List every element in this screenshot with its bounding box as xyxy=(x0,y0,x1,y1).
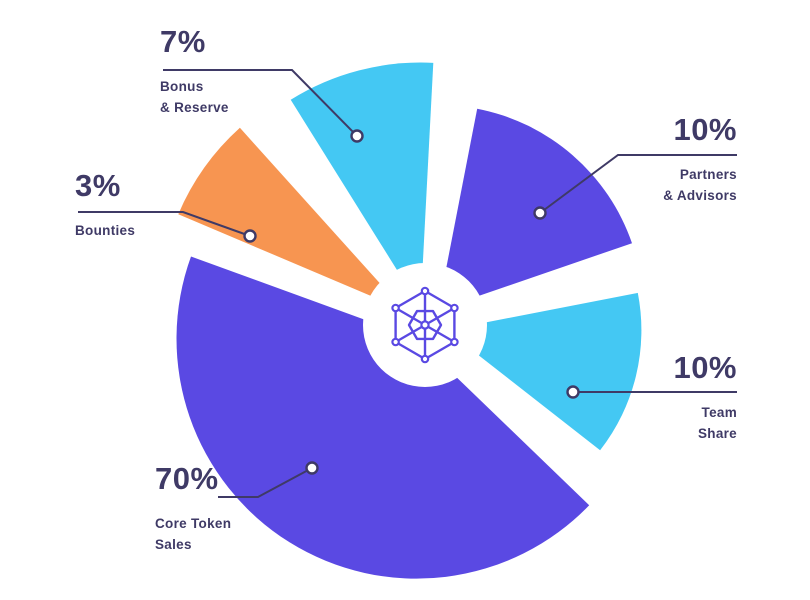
logo-inner-hexagon xyxy=(407,309,443,341)
callout-dot xyxy=(533,206,547,220)
label-team-share: 10% Team Share xyxy=(673,350,737,444)
callout-line xyxy=(218,467,313,498)
logo-node xyxy=(391,337,400,347)
sub-core-token-sales: Core Token Sales xyxy=(155,514,231,556)
slice-team-share xyxy=(446,292,642,451)
label-core-token-sales: 70% Core Token Sales xyxy=(155,461,231,555)
slice-core-token-sales xyxy=(176,256,590,579)
callout-dot xyxy=(243,229,257,243)
label-bounties: 3% Bounties xyxy=(75,168,135,242)
sub-line: & Reserve xyxy=(160,99,229,115)
sub-line: Share xyxy=(697,425,737,441)
logo-node xyxy=(391,303,400,313)
sub-partners-advisors: Partners & Advisors xyxy=(663,165,737,207)
pct-bounties: 3% xyxy=(75,168,121,203)
callout-line xyxy=(78,211,251,237)
callout-dot xyxy=(566,385,580,399)
center-group xyxy=(363,263,487,387)
logo-node xyxy=(420,286,430,296)
callout-dot xyxy=(305,461,319,475)
pct-bonus-reserve: 7% xyxy=(160,24,206,59)
pie-slices xyxy=(176,62,642,579)
slice-bonus-reserve xyxy=(290,62,434,308)
pct-team-share: 10% xyxy=(673,350,737,385)
callout-line xyxy=(163,69,358,137)
slice-bounties xyxy=(178,127,404,310)
sub-team-share: Team Share xyxy=(673,403,737,445)
sub-line: Bounties xyxy=(75,222,136,238)
sub-bonus-reserve: Bonus & Reserve xyxy=(160,77,229,119)
logo-center-node xyxy=(420,320,430,330)
logo-icon xyxy=(391,286,459,364)
callout-lines xyxy=(78,69,737,498)
callout-line xyxy=(539,154,737,214)
callout-dot xyxy=(350,129,364,143)
sub-line: Bonus xyxy=(160,78,204,94)
sub-line: Partners xyxy=(679,166,737,182)
sub-line: Core Token xyxy=(155,515,232,531)
label-bonus-reserve: 7% Bonus & Reserve xyxy=(160,24,229,118)
pct-core-token-sales: 70% xyxy=(155,461,219,496)
sub-line: Team xyxy=(701,404,737,420)
sub-line: Sales xyxy=(155,536,192,552)
logo-node xyxy=(450,337,459,347)
pct-partners-advisors: 10% xyxy=(673,112,737,147)
logo-node xyxy=(420,354,430,364)
sub-line: & Advisors xyxy=(663,187,737,203)
logo-node xyxy=(450,303,459,313)
label-partners-advisors: 10% Partners & Advisors xyxy=(663,112,737,206)
sub-bounties: Bounties xyxy=(75,221,135,242)
